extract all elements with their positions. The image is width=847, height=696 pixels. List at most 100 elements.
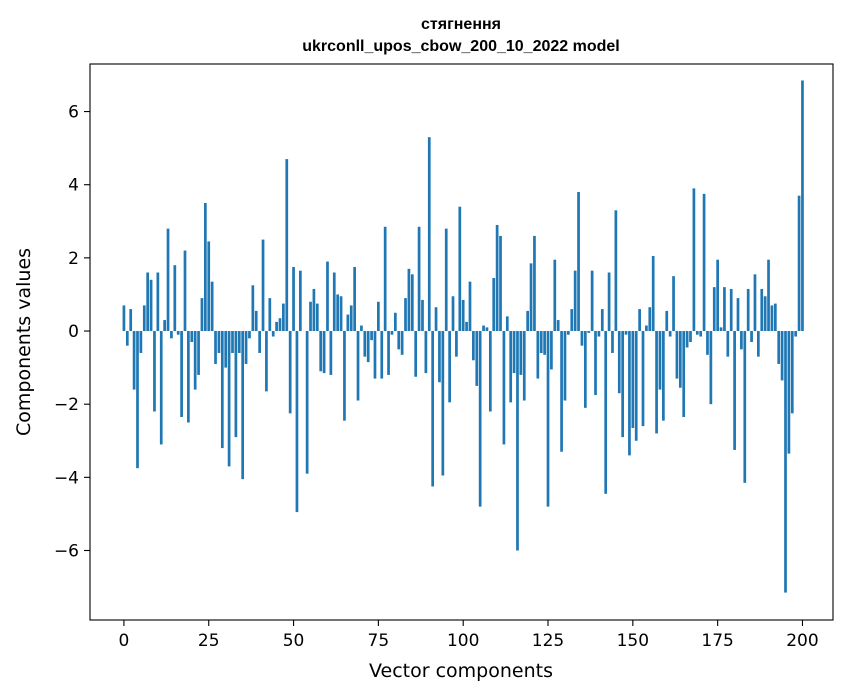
bar xyxy=(122,305,126,332)
bar xyxy=(780,331,784,381)
bar xyxy=(142,305,146,332)
bar xyxy=(611,331,614,353)
bar xyxy=(614,210,618,332)
bar xyxy=(207,241,211,332)
x-axis-label: Vector components xyxy=(369,660,553,682)
bar xyxy=(706,331,709,355)
bar xyxy=(448,331,451,403)
bar xyxy=(678,331,682,388)
bar xyxy=(234,331,238,438)
bar xyxy=(773,303,777,332)
bar xyxy=(797,195,801,332)
bar xyxy=(617,331,621,394)
bar xyxy=(600,309,604,332)
bar xyxy=(746,288,750,332)
bar xyxy=(393,312,397,332)
bar xyxy=(129,309,133,332)
bar xyxy=(424,331,428,374)
bar xyxy=(153,331,156,412)
bar xyxy=(319,331,323,372)
bar xyxy=(414,331,418,377)
y-tick-label: −6 xyxy=(54,542,79,562)
x-axis-ticks: 0 25 50 75 100 125 150 175 200 xyxy=(119,620,819,651)
bar xyxy=(655,331,658,434)
bar xyxy=(353,267,356,332)
bar xyxy=(387,331,390,375)
bar xyxy=(587,331,591,333)
bar xyxy=(567,331,570,335)
bar xyxy=(261,239,265,332)
bar xyxy=(455,331,458,357)
bar xyxy=(190,331,194,342)
bar xyxy=(509,331,513,403)
bar xyxy=(224,331,228,368)
bar xyxy=(136,331,139,469)
bar xyxy=(275,321,278,332)
bar xyxy=(645,325,648,332)
bar xyxy=(685,331,689,348)
bar xyxy=(217,331,221,353)
bar xyxy=(709,331,713,405)
bar xyxy=(220,331,224,449)
bar xyxy=(380,331,384,379)
bar xyxy=(784,331,787,593)
x-tick-label: 50 xyxy=(283,631,305,651)
bar xyxy=(794,331,798,337)
bar xyxy=(451,296,455,332)
chart-title-line-2: ukrconll_upos_cbow_200_10_2022 model xyxy=(302,38,619,55)
bar xyxy=(590,270,594,332)
bar xyxy=(383,226,387,332)
bar xyxy=(268,298,272,332)
bar xyxy=(258,331,261,353)
bar xyxy=(472,331,475,361)
bar xyxy=(516,331,519,551)
bar xyxy=(597,331,601,337)
bar-series xyxy=(122,80,804,593)
bar xyxy=(770,305,774,332)
bar xyxy=(753,274,757,332)
bar xyxy=(417,226,421,332)
bar xyxy=(502,331,506,445)
bar xyxy=(529,263,533,332)
bar xyxy=(580,331,584,346)
bar xyxy=(203,203,207,332)
bar xyxy=(427,137,431,332)
bar xyxy=(733,331,736,450)
bar xyxy=(570,309,574,332)
bar xyxy=(482,325,485,332)
y-tick-label: 4 xyxy=(68,176,79,196)
bar xyxy=(495,224,499,332)
bar xyxy=(187,331,190,423)
bar xyxy=(285,159,289,332)
bar xyxy=(519,331,523,375)
bar xyxy=(339,296,343,332)
bar xyxy=(662,331,665,421)
bar xyxy=(505,316,509,332)
bar xyxy=(621,331,625,438)
bar xyxy=(553,259,557,332)
bar xyxy=(763,296,767,332)
bar xyxy=(526,310,530,332)
bar xyxy=(193,331,197,390)
bar xyxy=(750,331,753,342)
bar xyxy=(672,276,675,332)
bar xyxy=(563,331,567,401)
x-tick-label: 100 xyxy=(447,631,479,651)
bar xyxy=(173,265,177,332)
bar xyxy=(461,299,465,332)
bar xyxy=(760,288,764,332)
bar xyxy=(346,314,350,332)
y-tick-label: −4 xyxy=(54,468,79,488)
bar xyxy=(556,320,560,332)
bar xyxy=(539,331,543,353)
bar xyxy=(492,277,496,332)
bar xyxy=(723,287,726,332)
bar xyxy=(434,307,438,332)
bar xyxy=(702,193,706,332)
bar xyxy=(149,279,153,332)
bar xyxy=(546,331,550,507)
bar xyxy=(329,331,333,375)
bar xyxy=(292,267,295,332)
bar xyxy=(465,321,468,332)
